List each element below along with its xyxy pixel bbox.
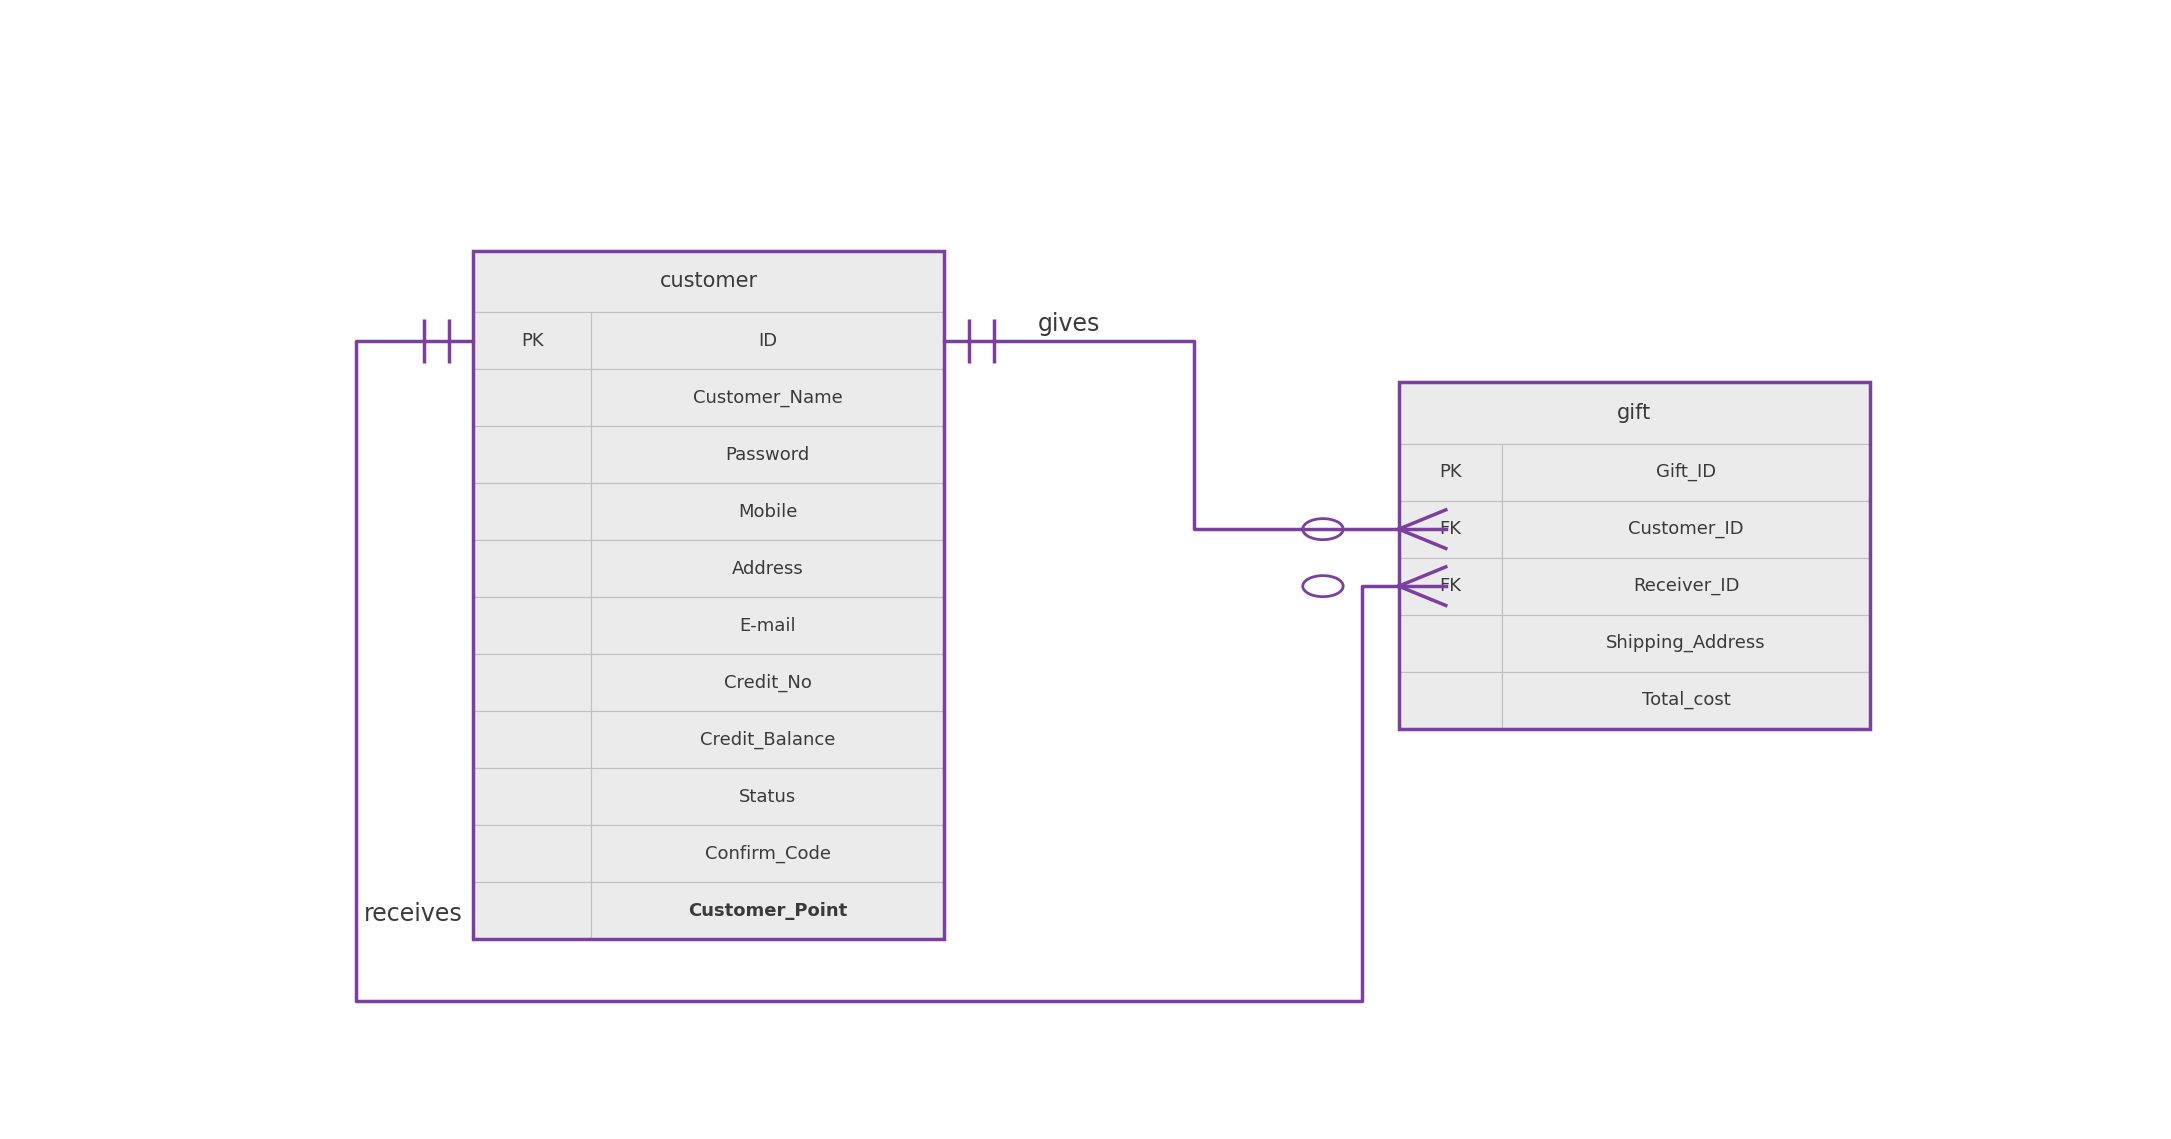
FancyBboxPatch shape: [1502, 444, 1869, 501]
FancyBboxPatch shape: [1398, 672, 1502, 729]
FancyBboxPatch shape: [591, 369, 944, 426]
Text: Customer_Name: Customer_Name: [693, 388, 842, 407]
FancyBboxPatch shape: [473, 369, 591, 426]
FancyBboxPatch shape: [473, 483, 591, 540]
Text: Total_cost: Total_cost: [1641, 691, 1730, 710]
Text: PK: PK: [521, 331, 543, 350]
FancyBboxPatch shape: [473, 312, 591, 369]
FancyBboxPatch shape: [591, 882, 944, 940]
Text: Credit_Balance: Credit_Balance: [699, 730, 836, 748]
Text: Gift_ID: Gift_ID: [1656, 464, 1715, 482]
FancyBboxPatch shape: [591, 540, 944, 597]
FancyBboxPatch shape: [1502, 615, 1869, 672]
Text: FK: FK: [1439, 577, 1461, 596]
Text: ID: ID: [758, 331, 777, 350]
FancyBboxPatch shape: [473, 825, 591, 882]
FancyBboxPatch shape: [1398, 615, 1502, 672]
Text: Receiver_ID: Receiver_ID: [1633, 577, 1739, 596]
FancyBboxPatch shape: [1502, 558, 1869, 615]
Text: gives: gives: [1038, 312, 1101, 336]
FancyBboxPatch shape: [473, 768, 591, 825]
Text: customer: customer: [660, 271, 758, 292]
Text: Confirm_Code: Confirm_Code: [706, 844, 831, 862]
Text: Customer_Point: Customer_Point: [688, 902, 847, 919]
Text: Password: Password: [725, 445, 810, 464]
FancyBboxPatch shape: [591, 654, 944, 711]
Text: Status: Status: [738, 788, 797, 805]
FancyBboxPatch shape: [473, 597, 591, 654]
FancyBboxPatch shape: [591, 426, 944, 483]
FancyBboxPatch shape: [1502, 501, 1869, 558]
FancyBboxPatch shape: [1502, 672, 1869, 729]
Text: Mobile: Mobile: [738, 502, 797, 521]
FancyBboxPatch shape: [591, 825, 944, 882]
Text: FK: FK: [1439, 521, 1461, 538]
FancyBboxPatch shape: [591, 597, 944, 654]
Text: receives: receives: [365, 902, 462, 926]
Text: PK: PK: [1439, 464, 1461, 481]
Text: E-mail: E-mail: [740, 616, 797, 634]
FancyBboxPatch shape: [473, 711, 591, 768]
FancyBboxPatch shape: [591, 312, 944, 369]
FancyBboxPatch shape: [473, 882, 591, 940]
Text: gift: gift: [1617, 403, 1652, 423]
FancyBboxPatch shape: [473, 654, 591, 711]
FancyBboxPatch shape: [473, 426, 591, 483]
FancyBboxPatch shape: [1398, 383, 1869, 444]
FancyBboxPatch shape: [591, 483, 944, 540]
FancyBboxPatch shape: [1398, 444, 1502, 501]
FancyBboxPatch shape: [591, 711, 944, 768]
Text: Customer_ID: Customer_ID: [1628, 521, 1743, 538]
FancyBboxPatch shape: [1398, 501, 1502, 558]
FancyBboxPatch shape: [473, 540, 591, 597]
Text: Credit_No: Credit_No: [723, 673, 812, 691]
Text: Address: Address: [732, 559, 803, 577]
FancyBboxPatch shape: [1398, 558, 1502, 615]
FancyBboxPatch shape: [591, 768, 944, 825]
Text: Shipping_Address: Shipping_Address: [1607, 634, 1765, 653]
FancyBboxPatch shape: [473, 251, 944, 312]
